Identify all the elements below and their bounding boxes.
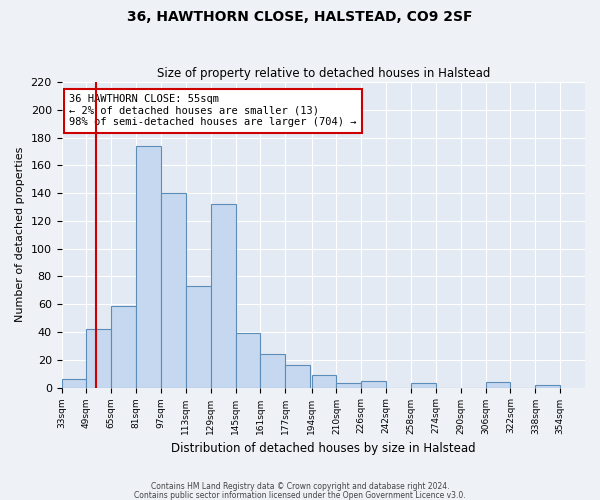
Bar — [161, 193, 186, 388]
X-axis label: Distribution of detached houses by size in Halstead: Distribution of detached houses by size … — [171, 442, 476, 455]
Text: 36 HAWTHORN CLOSE: 55sqm
← 2% of detached houses are smaller (13)
98% of semi-de: 36 HAWTHORN CLOSE: 55sqm ← 2% of detache… — [70, 94, 357, 128]
Y-axis label: Number of detached properties: Number of detached properties — [15, 147, 25, 322]
Bar — [285, 366, 310, 388]
Text: Contains public sector information licensed under the Open Government Licence v3: Contains public sector information licen… — [134, 490, 466, 500]
Bar — [86, 329, 111, 388]
Bar — [260, 354, 285, 388]
Bar — [337, 384, 361, 388]
Title: Size of property relative to detached houses in Halstead: Size of property relative to detached ho… — [157, 66, 490, 80]
Bar — [111, 306, 136, 388]
Bar — [186, 286, 211, 388]
Bar — [236, 334, 260, 388]
Bar — [136, 146, 161, 388]
Bar — [361, 380, 386, 388]
Bar — [535, 385, 560, 388]
Text: 36, HAWTHORN CLOSE, HALSTEAD, CO9 2SF: 36, HAWTHORN CLOSE, HALSTEAD, CO9 2SF — [127, 10, 473, 24]
Bar — [411, 384, 436, 388]
Bar — [211, 204, 236, 388]
Bar — [62, 379, 86, 388]
Text: Contains HM Land Registry data © Crown copyright and database right 2024.: Contains HM Land Registry data © Crown c… — [151, 482, 449, 491]
Bar — [311, 375, 337, 388]
Bar — [485, 382, 511, 388]
